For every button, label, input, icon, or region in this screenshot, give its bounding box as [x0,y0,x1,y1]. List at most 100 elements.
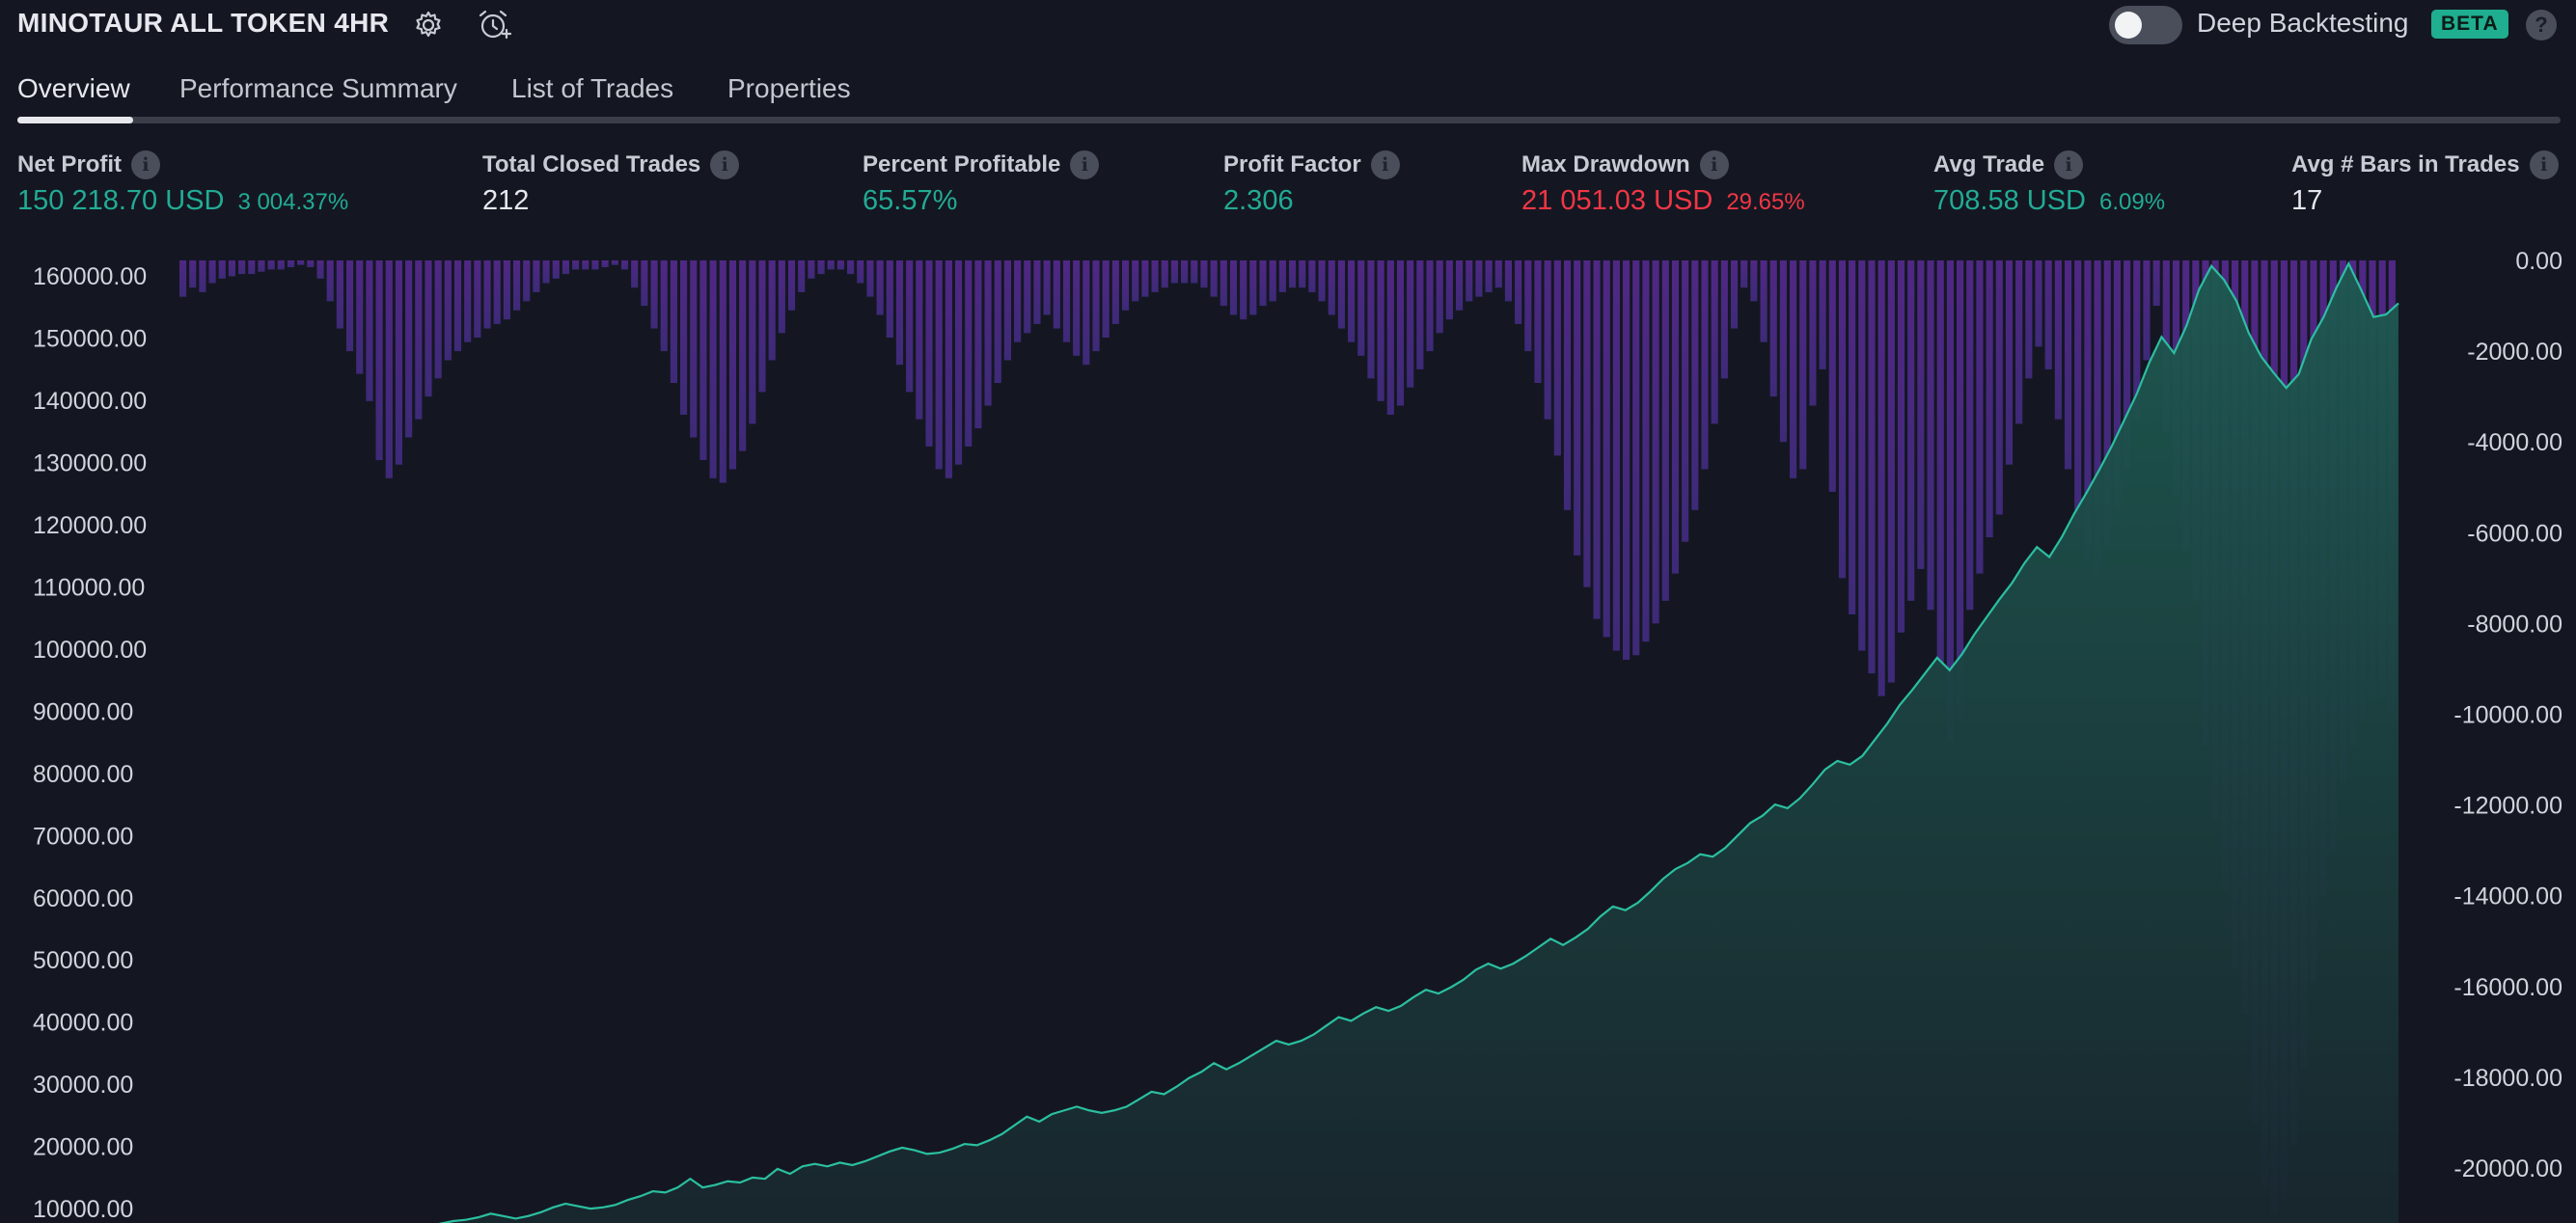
drawdown-bar [307,260,315,268]
drawdown-bar [1957,260,1964,720]
drawdown-bar [876,260,884,315]
toggle-knob [2115,12,2142,39]
drawdown-bar [611,260,618,265]
drawdown-bar [1494,260,1502,288]
metric-percent-profitable: Percent Profitable i 65.57% [863,150,1100,217]
drawdown-bar [199,260,206,292]
tab-list-of-trades[interactable]: List of Trades [511,73,674,103]
tab-performance-summary[interactable]: Performance Summary [179,73,457,103]
drawdown-bar [277,260,285,270]
drawdown-bar [2152,260,2160,307]
drawdown-bar [453,260,462,352]
drawdown-bar [1357,260,1365,356]
drawdown-bar [798,260,806,292]
left-axis-tick: 60000.00 [33,885,133,912]
info-icon[interactable]: i [2529,150,2559,179]
drawdown-bar [1456,260,1464,311]
drawdown-bar [2143,260,2151,361]
metric-label: Percent Profitable [863,151,1061,177]
tab-properties[interactable]: Properties [727,73,851,103]
info-icon[interactable]: i [1070,150,1100,179]
drawdown-bar [346,260,354,352]
drawdown-bar [1995,260,2003,515]
drawdown-bar [768,260,776,361]
metric-label: Max Drawdown [1521,151,1690,177]
drawdown-bar [1033,260,1041,324]
drawdown-bar [866,260,874,297]
drawdown-bar [1121,260,1130,311]
drawdown-bar [1466,260,1473,302]
drawdown-bar [1819,260,1826,369]
drawdown-bar [1024,260,1031,334]
drawdown-bar [533,260,540,292]
tab-overview[interactable]: Overview [17,73,130,103]
left-axis: 160000.00 150000.00 140000.00 130000.00 1200… [33,263,147,1223]
right-axis-tick: -14000.00 [2453,883,2562,910]
equity-drawdown-chart[interactable]: 160000.00 150000.00 140000.00 130000.00 1200… [0,241,2576,1223]
drawdown-bar [925,260,933,447]
drawdown-bar [1907,260,1915,601]
active-tab-indicator [17,117,133,123]
info-icon[interactable]: i [2054,150,2084,179]
metric-label: Total Closed Trades [482,151,701,177]
drawdown-bar [1603,260,1610,638]
left-axis-tick: 30000.00 [33,1072,133,1099]
drawdown-bar [2035,260,2042,347]
info-icon[interactable]: i [131,150,160,179]
metric-max-drawdown: Max Drawdown i 21 051.03 USD 29.65% [1521,150,1805,217]
drawdown-bar [1229,260,1238,315]
drawdown-bar [1583,260,1591,587]
drawdown-bar [994,260,1001,384]
drawdown-bar [1289,260,1297,288]
drawdown-bar [2044,260,2052,369]
left-axis-tick: 70000.00 [33,823,133,850]
beta-badge: BETA [2431,10,2508,39]
drawdown-bar [895,260,904,366]
drawdown-bar [366,260,373,401]
info-icon[interactable]: i [1370,150,1400,179]
right-axis-tick: -16000.00 [2453,974,2562,1001]
drawdown-bar [1151,260,1159,292]
equity-line [438,260,2399,1223]
left-axis-tick: 110000.00 [33,574,145,601]
drawdown-bar [749,260,756,424]
drawdown-bar [2074,260,2082,529]
drawdown-bar [906,260,914,393]
metric-value: 212 [482,185,530,216]
drawdown-bar [434,260,442,379]
drawdown-bar [1377,260,1384,401]
drawdown-bar [208,260,216,284]
drawdown-bar [758,260,766,393]
drawdown-bar [2113,260,2121,510]
settings-button[interactable] [409,6,448,44]
drawdown-bar [2084,260,2092,560]
drawdown-bar [2103,260,2111,547]
drawdown-bar [1219,260,1227,307]
right-axis-tick: -18000.00 [2453,1065,2562,1092]
info-icon[interactable]: i [710,150,740,179]
drawdown-bar [1593,260,1601,619]
info-icon[interactable]: i [1699,150,1729,179]
drawdown-bar [1328,260,1335,315]
drawdown-bar [680,260,688,415]
drawdown-bar [1809,260,1817,406]
drawdown-bar [1986,260,1993,537]
deep-backtesting-toggle[interactable] [2109,6,2182,44]
help-icon[interactable]: ? [2526,10,2557,41]
drawdown-bar [2133,260,2141,420]
drawdown-bar [1790,260,1797,478]
drawdown-bar [1917,260,1925,569]
drawdown-bar [1642,260,1650,642]
drawdown-bar [1868,260,1876,674]
drawdown-bar [984,260,992,406]
metric-value: 708.58 USD [1933,185,2086,216]
metric-avg-trade: Avg Trade i 708.58 USD 6.09% [1933,150,2165,217]
add-alert-button[interactable] [475,6,513,44]
right-axis-tick: -8000.00 [2467,611,2562,638]
drawdown-bar [356,260,364,374]
drawdown-bar [1524,260,1532,352]
drawdown-bar [1936,260,1944,665]
drawdown-bar [2025,260,2033,379]
drawdown-bar [1661,260,1669,601]
drawdown-bar [1534,260,1542,384]
